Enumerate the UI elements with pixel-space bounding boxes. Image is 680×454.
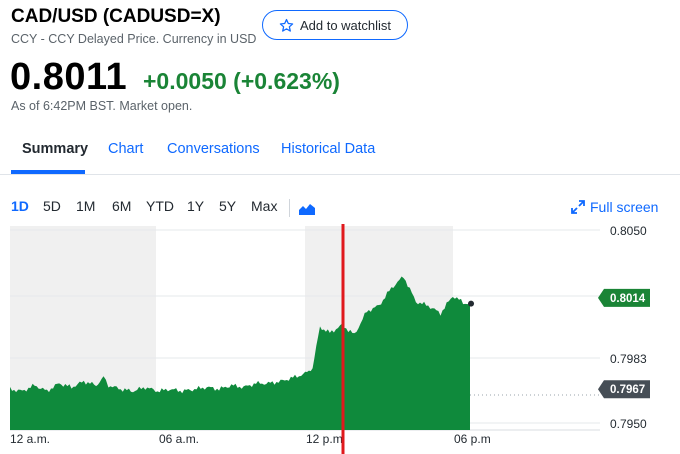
range-5y[interactable]: 5Y xyxy=(219,198,237,214)
quote-tabs: Summary Chart Conversations Historical D… xyxy=(0,130,680,175)
x-tick-label-3: 06 p.m xyxy=(454,432,491,446)
as-of-timestamp: As of 6:42PM BST. Market open. xyxy=(11,99,193,113)
current-price-tag-label: 0.8014 xyxy=(610,293,646,305)
tab-conversations[interactable]: Conversations xyxy=(167,141,260,157)
quote-subtitle: CCY - CCY Delayed Price. Currency in USD xyxy=(11,32,257,46)
range-1y[interactable]: 1Y xyxy=(187,198,205,214)
range-1m[interactable]: 1M xyxy=(76,198,96,214)
full-screen-button[interactable]: Full screen xyxy=(571,199,658,215)
full-screen-label: Full screen xyxy=(590,199,659,215)
tab-summary[interactable]: Summary xyxy=(22,141,89,157)
range-divider xyxy=(289,199,290,217)
x-tick-label-0: 12 a.m. xyxy=(10,432,50,446)
mountain-chart-icon[interactable] xyxy=(299,203,315,215)
expand-icon xyxy=(571,200,585,214)
tab-historical-data[interactable]: Historical Data xyxy=(281,141,376,157)
active-tab-indicator xyxy=(11,170,85,174)
range-max[interactable]: Max xyxy=(251,198,278,214)
price-chart[interactable]: 0.8050 0.7983 0.7950 0.8014 0.7967 12 a.… xyxy=(0,224,680,454)
range-6m[interactable]: 6M xyxy=(112,198,132,214)
range-1d[interactable]: 1D xyxy=(11,198,29,214)
current-price-tag: 0.8014 xyxy=(598,288,650,307)
y-tick-label-0: 0.8050 xyxy=(610,224,647,238)
add-to-watchlist-button[interactable]: Add to watchlist xyxy=(262,10,408,40)
x-tick-label-1: 06 a.m. xyxy=(159,432,199,446)
watchlist-label: Add to watchlist xyxy=(299,17,392,33)
previous-close-tag-label: 0.7967 xyxy=(610,384,645,396)
current-price: 0.8011 xyxy=(10,56,128,98)
star-icon xyxy=(279,18,294,32)
price-area xyxy=(10,276,470,430)
page-title: CAD/USD (CADUSD=X) xyxy=(11,6,221,27)
range-ytd[interactable]: YTD xyxy=(146,198,174,214)
x-tick-label-2: 12 p.m xyxy=(306,432,343,446)
previous-close-tag: 0.7967 xyxy=(598,380,650,399)
last-price-dot xyxy=(468,300,475,307)
price-change: +0.0050 (+0.623%) xyxy=(143,68,340,94)
range-5d[interactable]: 5D xyxy=(43,198,61,214)
y-tick-label-1: 0.7983 xyxy=(610,352,647,366)
y-tick-label-2: 0.7950 xyxy=(610,417,647,431)
tab-chart[interactable]: Chart xyxy=(108,141,144,157)
